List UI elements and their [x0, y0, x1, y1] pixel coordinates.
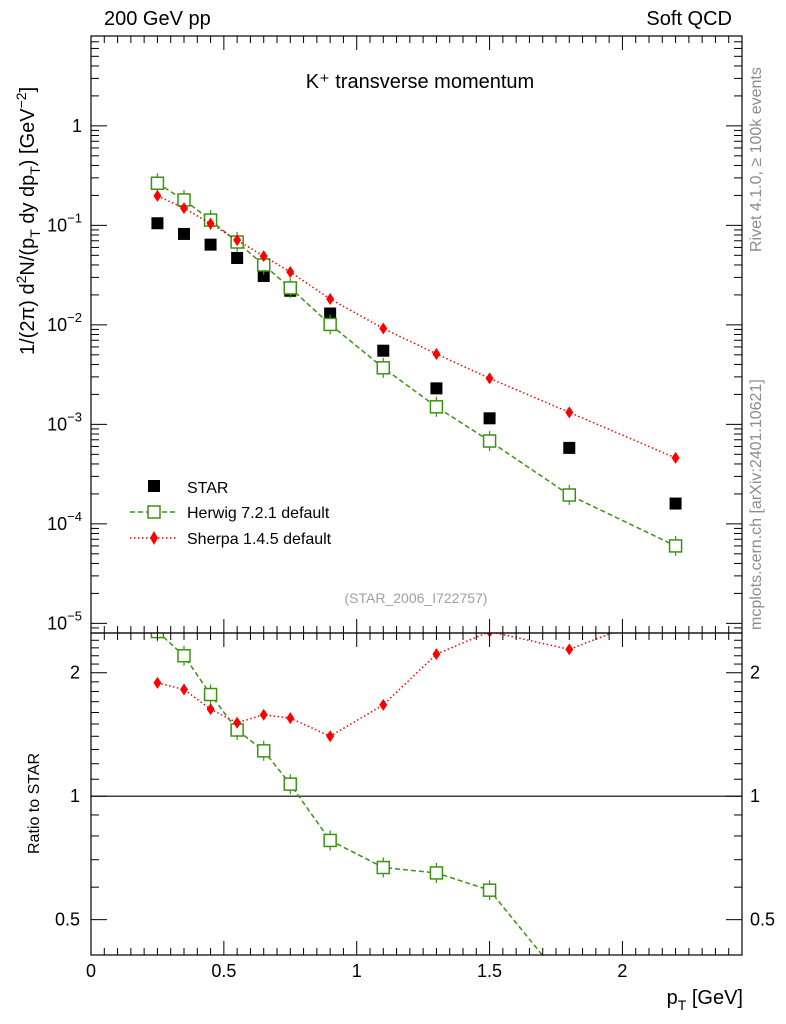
ratio-point-herwig: [177, 649, 191, 663]
main-point-star: [563, 441, 576, 454]
main-y-axis-label: 1/(2π) d2N/(pT dy dpT) [GeV−2]: [13, 87, 43, 355]
mcplots-label: mcplots.cern.ch [arXiv:2401.10621]: [748, 379, 765, 630]
legend-star-label: STAR: [187, 480, 228, 497]
legend-star-marker: [148, 480, 160, 492]
main-point-star: [377, 344, 390, 357]
ratio-y-tick-label-right: 0.5: [750, 910, 775, 930]
main-point-star: [257, 269, 270, 282]
main-point-herwig: [376, 361, 391, 375]
x-tick-label: 1: [352, 961, 362, 981]
main-plot-area: [150, 173, 683, 556]
ratio-series-line-1: [157, 633, 614, 738]
main-point-sherpa: [565, 406, 574, 419]
ratio-point-herwig: [376, 860, 391, 875]
main-point-star: [231, 251, 244, 264]
ratio-plot-area: [91, 602, 742, 994]
ratio-point-herwig: [283, 777, 298, 791]
ratio-y-tick-label-right: 1: [750, 786, 760, 806]
ratio-y-tick-label-right: 2: [750, 663, 760, 683]
main-point-sherpa: [233, 234, 242, 247]
main-point-herwig: [323, 317, 337, 332]
main-point-star: [430, 382, 443, 395]
ratio-point-herwig: [670, 965, 682, 977]
main-point-sherpa: [432, 347, 441, 360]
main-point-star: [669, 497, 682, 510]
header-right: Soft QCD: [646, 8, 732, 30]
main-y-tick-label: 1: [72, 116, 82, 136]
ratio-point-sherpa: [432, 648, 441, 661]
main-series-line-2: [157, 195, 676, 459]
main-point-star: [483, 412, 496, 425]
main-point-herwig: [482, 434, 497, 448]
main-point-herwig: [150, 176, 165, 190]
ratio-point-sherpa: [259, 708, 268, 721]
rivet-version-label: Rivet 4.1.0, ≥ 100k events: [748, 67, 765, 252]
ratio-point-sherpa: [379, 698, 388, 711]
main-point-star: [151, 217, 164, 230]
x-tick-label: 0: [86, 961, 96, 981]
main-point-sherpa: [180, 202, 188, 215]
main-point-sherpa: [286, 265, 295, 278]
ratio-point-sherpa: [180, 683, 188, 696]
ratio-point-herwig: [429, 866, 444, 880]
ratio-point-sherpa: [326, 730, 335, 743]
ratio-frame: [90, 632, 743, 956]
main-y-tick-label: 10−3: [47, 409, 82, 434]
main-point-sherpa: [671, 451, 680, 464]
main-point-star: [178, 227, 190, 240]
legend: STAR Herwig 7.2.1 default Sherpa 1.4.5 d…: [130, 480, 332, 548]
legend-herwig-label: Herwig 7.2.1 default: [187, 505, 330, 522]
main-point-herwig: [429, 400, 444, 414]
x-tick-label: 0.5: [211, 961, 236, 981]
ratio-point-sherpa: [672, 602, 680, 614]
main-y-tick-label: 10−4: [47, 509, 82, 534]
ratio-y-tick-label: 2: [70, 663, 80, 683]
main-point-herwig: [668, 539, 683, 553]
main-point-sherpa: [206, 217, 215, 230]
main-point-sherpa: [153, 189, 162, 202]
header-left: 200 GeV pp: [104, 8, 211, 30]
legend-sherpa-marker: [150, 531, 158, 545]
ratio-point-herwig: [482, 883, 497, 897]
main-point-sherpa: [326, 292, 335, 305]
main-point-sherpa: [259, 250, 268, 263]
ratio-point-herwig: [323, 833, 337, 848]
ratio-point-herwig: [256, 744, 271, 758]
ratio-point-sherpa: [206, 703, 215, 716]
x-tick-label: 1.5: [477, 961, 502, 981]
chart-title: K⁺ transverse momentum: [306, 71, 534, 93]
axes: 0 0.5 1 1.5 2 1 10−1 10−2 10−3 10−4 10−5 0.5 0.5 1 1 2 2: [47, 35, 775, 981]
main-point-star: [324, 307, 337, 320]
main-point-herwig: [283, 281, 298, 295]
main-point-star: [204, 238, 217, 251]
analysis-watermark: (STAR_2006_I722757): [345, 590, 488, 606]
ratio-point-sherpa: [286, 712, 295, 725]
main-y-tick-label: 10−1: [47, 210, 82, 235]
main-point-sherpa: [379, 322, 388, 335]
main-point-sherpa: [485, 372, 494, 385]
ratio-point-herwig: [563, 982, 575, 994]
main-y-tick-label: 10−5: [47, 608, 82, 633]
x-tick-label: 2: [617, 961, 627, 981]
legend-herwig-marker: [147, 505, 161, 519]
ratio-point-herwig: [203, 687, 218, 702]
ratio-y-axis-label: Ratio to STAR: [26, 753, 43, 854]
legend-sherpa-label: Sherpa 1.4.5 default: [187, 531, 332, 548]
ratio-y-tick-label: 1: [70, 786, 80, 806]
ratio-point-sherpa: [153, 676, 162, 689]
main-point-herwig: [562, 488, 577, 502]
ratio-y-tick-label: 0.5: [55, 910, 80, 930]
main-y-tick-label: 10−2: [47, 310, 82, 335]
x-axis-label: pT [GeV]: [667, 987, 743, 1013]
ratio-point-sherpa: [565, 643, 574, 656]
ratio-point-sherpa: [233, 716, 242, 729]
ratio-series-line-0: [157, 633, 544, 955]
